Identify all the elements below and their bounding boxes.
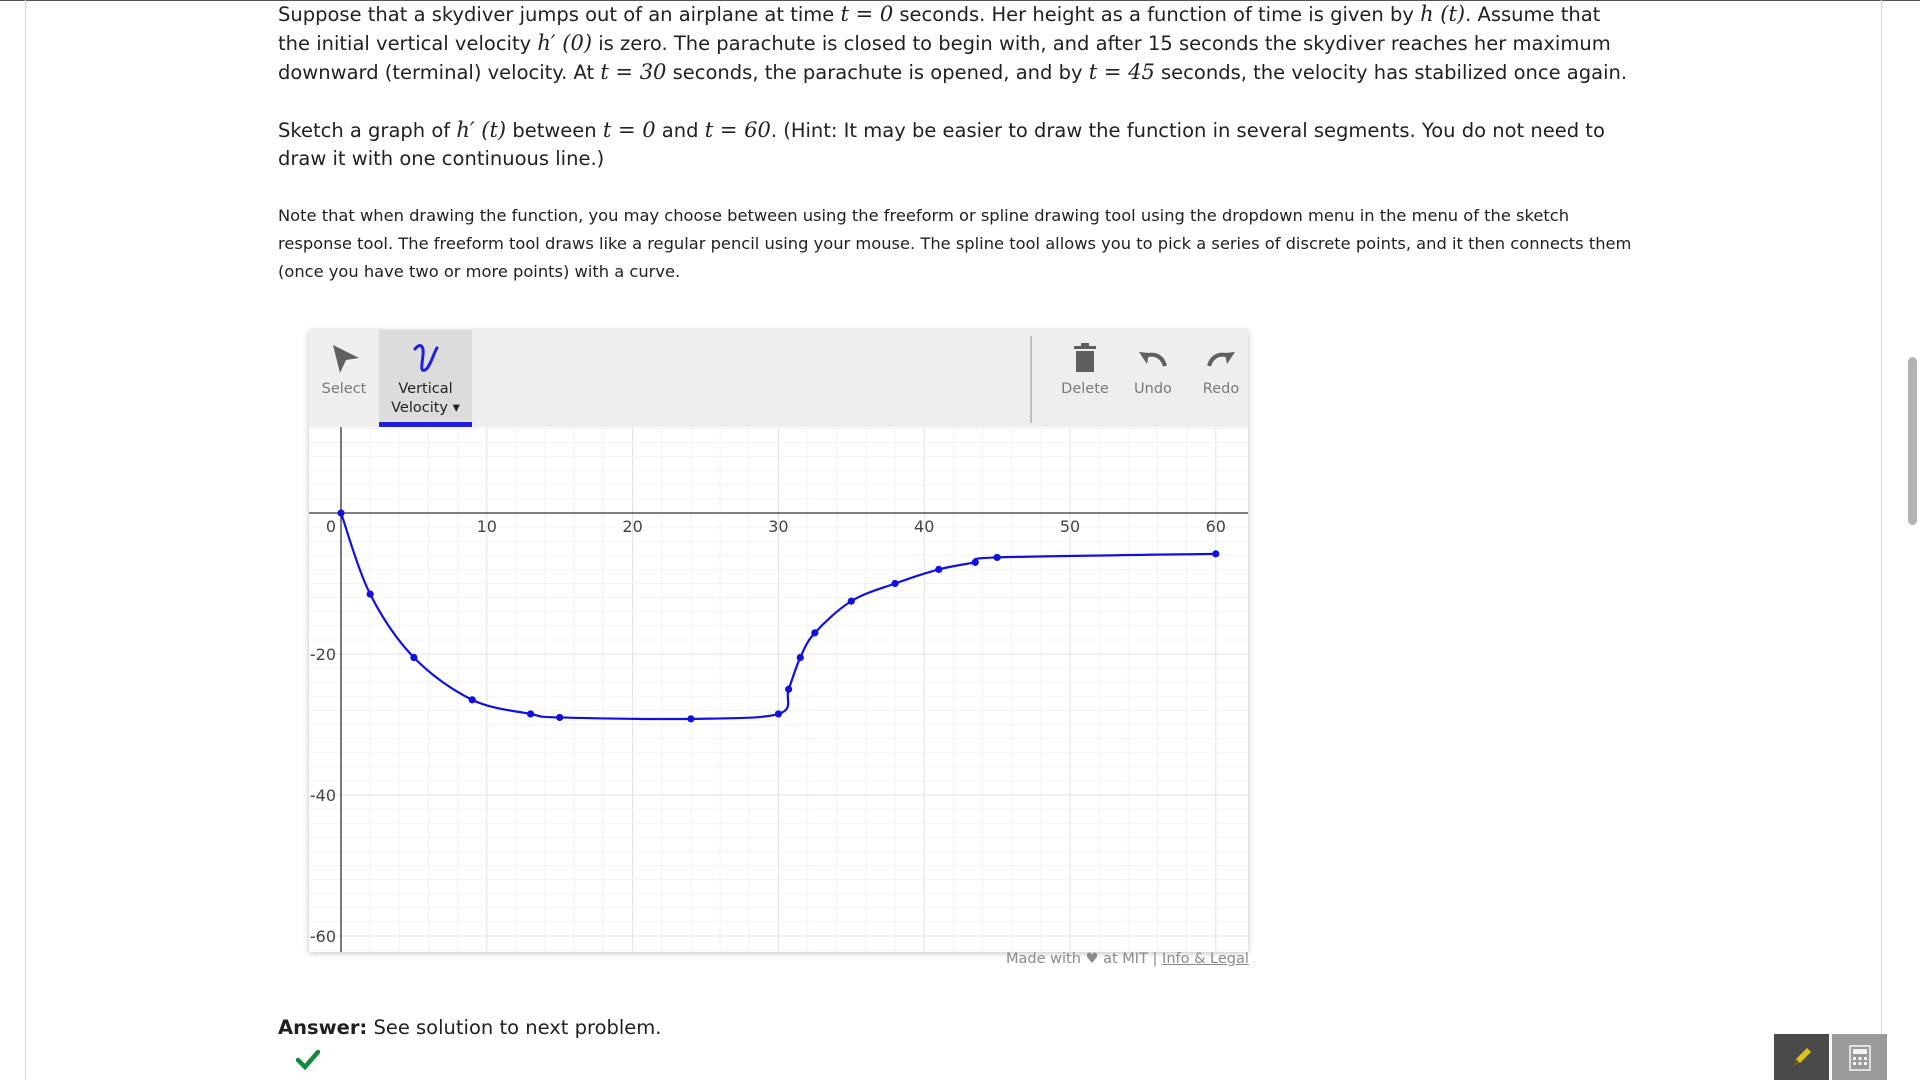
spline-point — [811, 629, 819, 637]
math: t = 0 — [602, 118, 656, 142]
math: h (t) — [1420, 2, 1466, 26]
spline-point — [468, 696, 476, 704]
sketch-panel: Select Vertical Velocity ▾ Delete — [309, 330, 1248, 952]
right-border — [1881, 0, 1882, 1080]
undo-label: Undo — [1134, 381, 1172, 397]
vv-line-2: Velocity ▾ — [391, 400, 460, 416]
correct-check-icon — [296, 1049, 320, 1071]
calculator-icon — [1849, 1045, 1871, 1071]
x-tick-label: 40 — [914, 517, 934, 536]
answer-line: Answer: See solution to next problem. — [278, 1016, 662, 1039]
select-label: Select — [321, 381, 367, 397]
text: seconds, the velocity has stabilized onc… — [1154, 61, 1628, 84]
left-border — [25, 0, 26, 1080]
math: h′ (0) — [537, 31, 593, 55]
text: Suppose that a skydiver jumps out of an … — [278, 3, 841, 26]
top-border — [0, 0, 1920, 1]
x-tick-label: 30 — [768, 517, 788, 536]
page-scrollbar[interactable] — [1908, 357, 1917, 525]
info-legal-link[interactable]: Info & Legal — [1162, 951, 1249, 967]
x-tick-label: 20 — [622, 517, 642, 536]
answer-label: Answer: — [278, 1016, 368, 1039]
math: h′ (t) — [456, 118, 507, 142]
undo-icon — [1139, 352, 1167, 367]
math: t = 45 — [1088, 60, 1155, 84]
undo-button[interactable]: Undo — [1119, 330, 1187, 427]
redo-button[interactable]: Redo — [1187, 330, 1255, 427]
active-tool-underline — [379, 422, 472, 427]
text: . Assume that the initial vertical veloc… — [278, 3, 1601, 55]
sketch-credit: Made with ♥ at MIT | Info & Legal — [1006, 951, 1249, 967]
spline-point — [410, 653, 418, 662]
y-tick-label: -40 — [310, 786, 336, 805]
spline-icon — [413, 344, 438, 372]
text: between — [506, 119, 603, 142]
trash-icon — [1074, 343, 1096, 372]
problem-paragraph-1: Suppose that a skydiver jumps out of an … — [278, 0, 1638, 87]
spline-point — [935, 565, 943, 573]
spline-point — [847, 597, 855, 605]
spline-point — [891, 579, 899, 588]
spline-point — [971, 558, 979, 566]
problem-paragraph-2: Sketch a graph of h′ (t) between t = 0 a… — [278, 116, 1638, 173]
text: is zero. The parachute is closed to begi… — [278, 32, 1611, 84]
calculator-button[interactable] — [1832, 1034, 1887, 1080]
problem-content: Suppose that a skydiver jumps out of an … — [278, 0, 1638, 286]
select-tool-button[interactable]: Select — [309, 330, 379, 427]
y-tick-label: -20 — [310, 645, 336, 664]
text: and — [655, 119, 705, 142]
spline-point — [993, 553, 1001, 562]
math: t = 30 — [600, 60, 667, 84]
math: t = 0 — [840, 2, 894, 26]
redo-icon — [1207, 352, 1235, 367]
x-tick-label: 50 — [1060, 517, 1080, 536]
pointer-icon — [333, 345, 359, 373]
sketch-plot-area[interactable]: 0 10 20 30 40 50 60 -20 -40 -60 — [309, 427, 1248, 952]
credit-separator: | — [1152, 951, 1158, 967]
text: . (Hint: It may be easier to draw the fu… — [278, 119, 1605, 170]
spline-point — [1212, 550, 1220, 558]
x-tick-label: 60 — [1206, 517, 1226, 536]
toolbar-divider — [1030, 336, 1032, 423]
math: t = 60 — [704, 118, 771, 142]
answer-text: See solution to next problem. — [373, 1016, 662, 1039]
spline-point — [796, 653, 804, 662]
spline-point — [526, 710, 535, 718]
spline-point — [785, 685, 793, 693]
y-tick-label: -60 — [310, 927, 336, 946]
pencil-tool-button[interactable] — [1774, 1034, 1829, 1080]
sketch-toolbar: Select Vertical Velocity ▾ Delete — [309, 330, 1248, 427]
vertical-velocity-label: Vertical Velocity ▾ — [379, 380, 472, 418]
spline-point — [337, 509, 345, 517]
spline-point — [556, 713, 564, 722]
x-tick-label: 10 — [477, 517, 497, 536]
made-with-text: Made with ♥ at MIT — [1006, 951, 1148, 967]
sketch-response-tool: Select Vertical Velocity ▾ Delete — [309, 330, 1248, 952]
vv-line-1: Vertical — [398, 381, 453, 397]
delete-label: Delete — [1061, 381, 1109, 397]
spline-point — [687, 715, 695, 723]
text: seconds, the parachute is opened, and by — [666, 61, 1089, 84]
spline-point — [774, 710, 782, 718]
problem-text: Suppose that a skydiver jumps out of an … — [278, 0, 1638, 173]
text: Sketch a graph of — [278, 119, 457, 142]
spline-point — [366, 590, 374, 598]
x-tick-label: 0 — [326, 517, 336, 536]
pencil-icon — [1794, 1048, 1811, 1065]
text: seconds. Her height as a function of tim… — [893, 3, 1421, 26]
redo-label: Redo — [1202, 381, 1240, 397]
vertical-velocity-dropdown[interactable]: Vertical Velocity ▾ — [379, 330, 472, 427]
drawing-note: Note that when drawing the function, you… — [278, 206, 1632, 281]
delete-button[interactable]: Delete — [1051, 330, 1119, 427]
